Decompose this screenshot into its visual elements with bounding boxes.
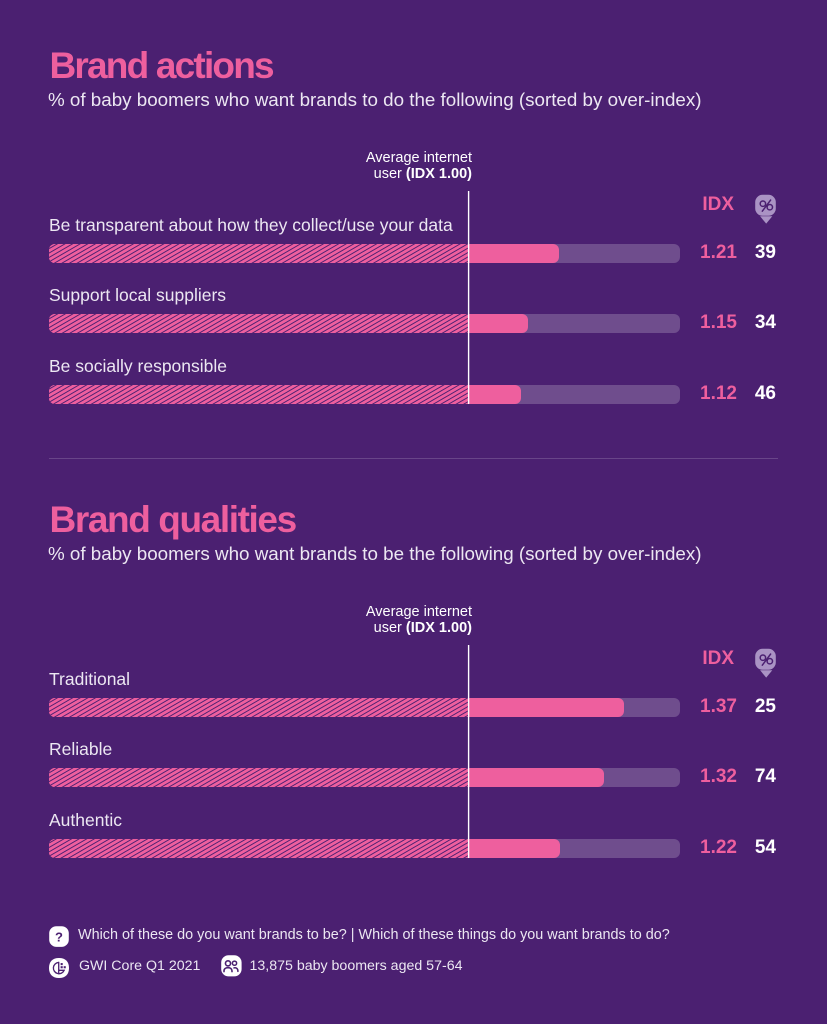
- svg-text:?: ?: [55, 929, 63, 944]
